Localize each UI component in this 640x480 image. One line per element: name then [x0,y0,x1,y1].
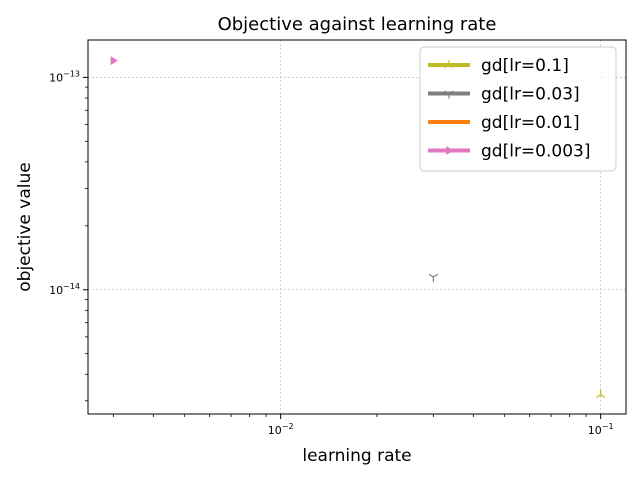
legend-label: gd[lr=0.1] [481,56,569,76]
axis-ticks: 10−2 10−1 10−14 10−13 [49,69,613,437]
legend-marker [446,146,454,155]
y-tick-label: 10−13 [49,69,80,84]
x-axis-label: learning rate [302,446,411,466]
y-axis-label: objective value [15,162,35,291]
data-point [428,274,438,282]
plot-frame [87,39,627,415]
legend-label: gd[lr=0.03] [481,85,580,105]
x-tick-label: 10−2 [268,422,294,437]
legend-marker [444,90,454,99]
legend-entry: gd[lr=0.01] [428,113,580,133]
legend-entry: gd[lr=0.1] [428,56,569,76]
legend: gd[lr=0.1] gd[lr=0.03] gd[lr=0.01] gd[lr=0.… [419,46,617,172]
legend-entry: gd[lr=0.003] [428,142,590,162]
legend-entry: gd[lr=0.03] [428,85,580,105]
y-tick-label: 10−14 [49,282,80,297]
legend-label: gd[lr=0.01] [481,113,580,133]
x-tick-label: 10−1 [588,422,614,437]
data-markers [110,56,606,398]
data-point [110,56,118,66]
data-point [596,389,606,398]
chart-title: Objective against learning rate [218,14,497,35]
legend-marker [444,59,454,68]
legend-label: gd[lr=0.003] [481,142,590,162]
legend-frame [419,46,617,172]
